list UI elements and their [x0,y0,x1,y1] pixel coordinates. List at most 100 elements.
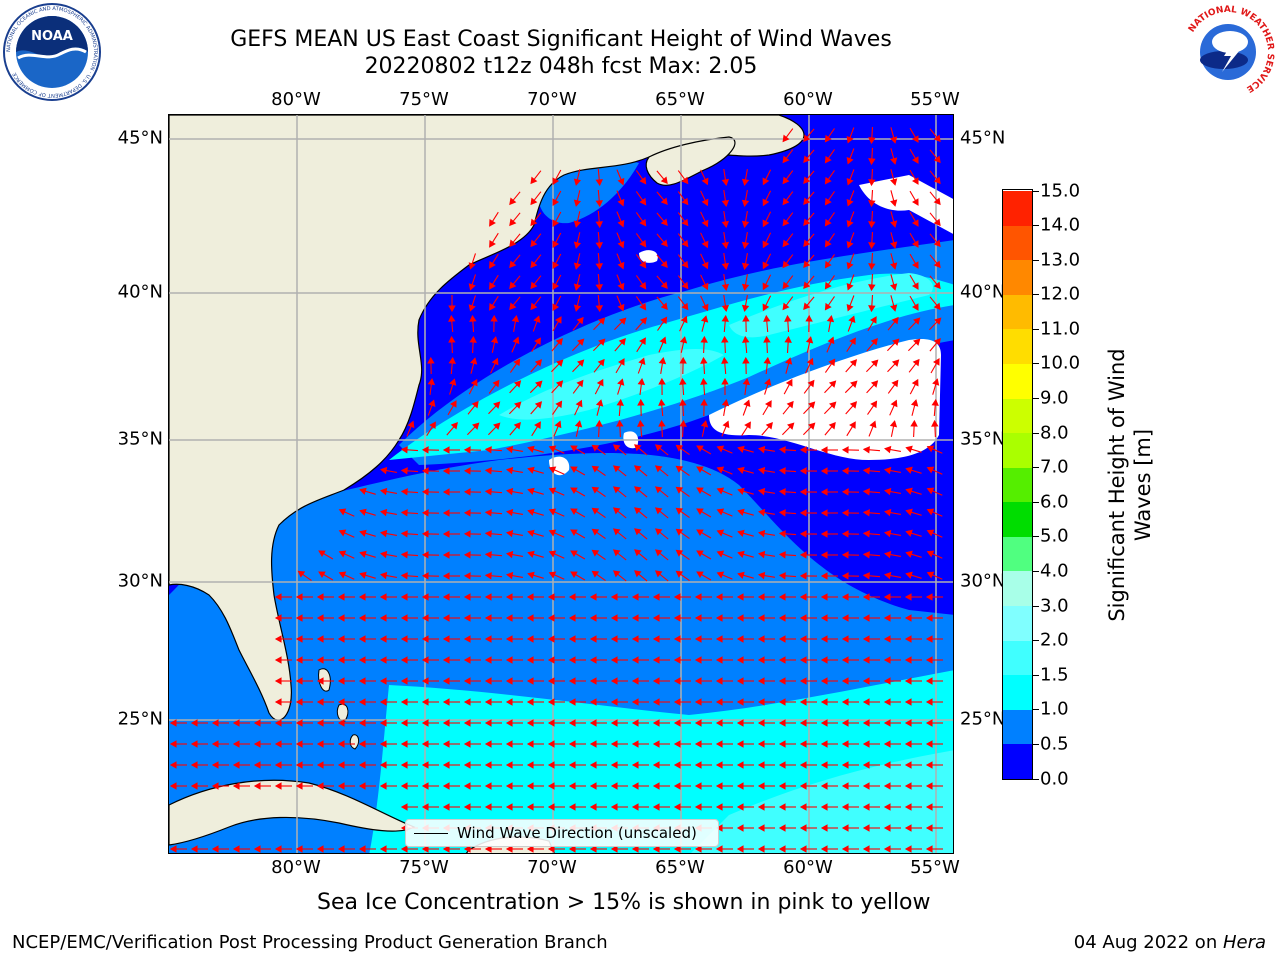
colorbar-segment [1003,294,1032,330]
colorbar-tick-mark [1033,570,1039,572]
colorbar-segment [1003,432,1032,468]
colorbar-tick-label: 7.0 [1040,456,1069,478]
wave-arrow-head [526,635,534,643]
wave-arrow-head [535,380,543,388]
wave-arrow-head [736,677,744,685]
wave-arrow-head [573,241,582,249]
wave-arrow-head [721,220,730,229]
wave-arrow-head [612,549,621,557]
wave-arrow-head [820,593,828,601]
wave-arrow-head [232,845,240,853]
wave-arrow-head [555,338,563,346]
wave-arrow-head [765,422,773,430]
wave-arrow-head [841,614,849,622]
wave-arrow-head [890,136,898,144]
wave-arrow-head [274,761,282,769]
wave-arrow-head [743,399,751,408]
wave-arrow-head [359,508,367,516]
wave-arrow-head [883,508,892,517]
colorbar-label: Significant Height of Wind Waves [m] [1105,348,1155,622]
wave-arrow-head [926,466,935,474]
wave-arrow-head [933,218,941,227]
wave-arrow-head [400,698,408,706]
wave-arrow-head [849,359,858,367]
colorbar-tick-label: 1.5 [1040,664,1069,686]
wave-arrow-head [484,572,492,580]
wave-arrow-head [358,635,366,643]
wave-arrow-head [591,507,600,515]
wave-arrow-head [617,282,625,291]
wave-arrow-head [463,614,471,622]
wave-arrow-head [505,761,513,769]
wave-arrow-head [548,445,557,453]
wave-arrow-head [904,782,912,790]
wave-arrow-head [274,677,282,685]
wave-arrow-head [513,380,522,388]
wave-arrow-head [463,635,471,643]
wave-arrow-head [673,635,681,643]
wave-arrow-head [316,740,324,748]
wave-arrow-head [400,488,408,496]
wave-arrow-head [548,550,557,558]
colorbar-tick-label: 2.0 [1040,629,1069,651]
wave-arrow-head [639,337,646,345]
wave-arrow-head [862,446,870,454]
colorbar-tick-mark [1033,432,1039,434]
wave-arrow-head [617,219,625,228]
wave-arrow-head [841,824,849,832]
wave-arrow-head [639,176,647,185]
wave-arrow-head [890,283,898,291]
wave-arrow-head [905,466,913,474]
wave-arrow-head [400,509,408,517]
wave-arrow-head [211,761,219,769]
wave-arrow-head [505,719,513,727]
wave-arrow-head [862,572,870,580]
wave-arrow-head [568,719,576,727]
lat-tick-right: 40°N [960,281,1006,303]
wave-arrow-head [868,221,876,229]
wave-arrow-head [778,782,786,790]
wave-arrow-head [527,550,535,558]
wave-arrow-head [701,282,709,291]
wave-arrow-head [612,444,621,452]
wave-arrow-head [610,845,618,853]
wave-arrow-head [612,486,621,494]
wave-arrow-head [926,508,935,516]
wave-arrow-head [400,530,408,538]
wave-arrow-head [778,467,786,475]
wave-arrow-head [757,508,766,517]
wave-arrow-head [169,761,177,769]
wave-arrow-head [715,782,723,790]
wave-arrow-head [421,530,429,538]
wave-arrow-head [530,302,538,311]
wave-arrow-head [700,377,708,385]
wave-arrow-head [820,572,828,580]
wave-arrow-head [660,197,668,205]
wave-arrow-head [442,740,450,748]
wave-arrow-head [491,357,499,366]
wave-arrow-head [891,359,900,367]
wave-arrow-head [421,635,429,643]
wave-arrow-head [778,488,786,496]
wave-arrow-head [736,824,744,832]
wave-arrow-head [824,260,832,269]
wave-arrow-head [721,283,730,292]
wave-arrow-head [295,740,303,748]
wave-arrow-head [505,845,513,853]
wave-arrow-head [489,240,496,248]
wave-arrow-head [379,761,387,769]
wave-arrow-head [681,260,689,269]
wave-arrow-head [576,316,584,325]
wave-arrow-head [715,719,723,727]
wave-arrow-head [912,177,919,185]
sea-ice-note: Sea Ice Concentration > 15% is shown in … [317,890,931,915]
wave-arrow-head [232,782,240,790]
wave-arrow-head [490,336,499,344]
wave-arrow-head [505,550,514,559]
wave-arrow-head [442,677,450,685]
wave-arrow-head [820,677,828,685]
wave-arrow-head [803,134,811,142]
wave-arrow-head [505,466,514,475]
wave-arrow-head [660,302,668,310]
wave-arrow-head [883,550,892,559]
